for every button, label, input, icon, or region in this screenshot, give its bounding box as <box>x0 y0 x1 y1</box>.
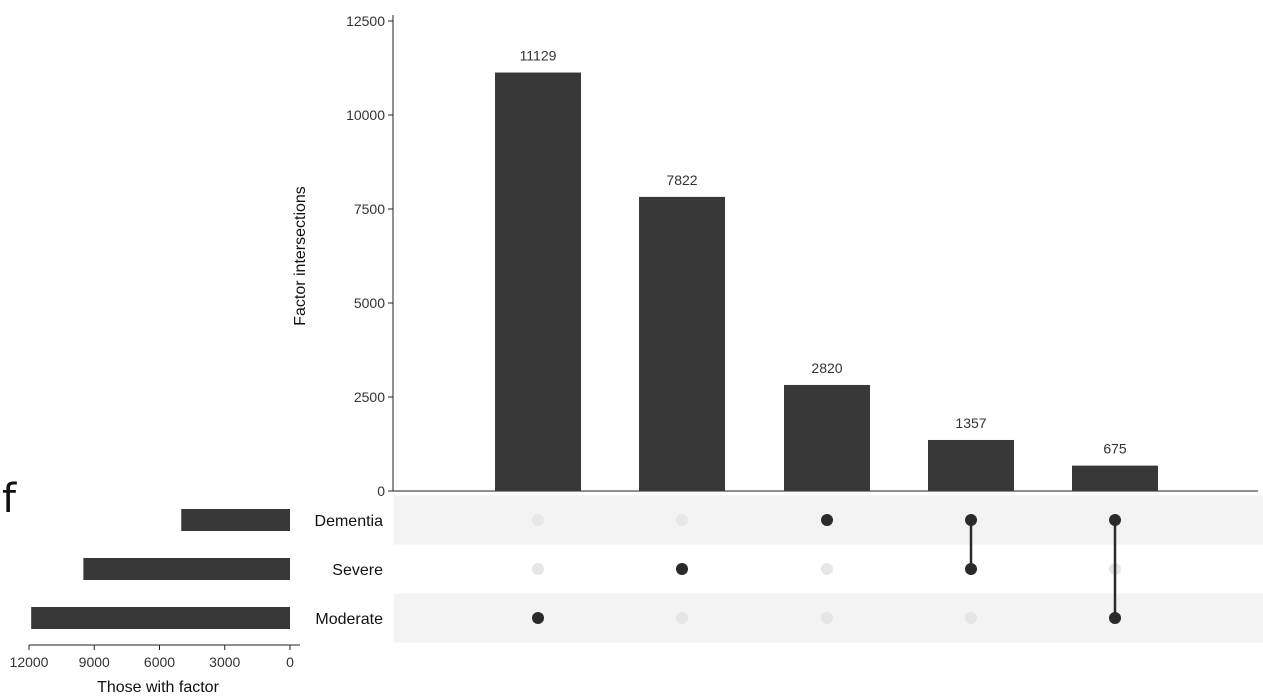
bar-value-label: 1357 <box>955 415 986 431</box>
matrix-dot-inactive <box>676 612 688 624</box>
intersection-bar <box>639 196 725 491</box>
set-name-label: Dementia <box>315 513 384 530</box>
y-tick-label: 0 <box>377 483 385 499</box>
matrix-dot-active <box>1109 514 1121 526</box>
intersection-bar <box>928 439 1014 491</box>
matrix-dot-active <box>532 612 544 624</box>
y-tick-label: 5000 <box>354 295 385 311</box>
membership-matrix <box>394 495 1263 643</box>
x-tick-label: 3000 <box>209 654 240 670</box>
matrix-dot-inactive <box>532 563 544 575</box>
y-tick-label: 7500 <box>354 201 385 217</box>
set-size-bar <box>83 558 290 580</box>
x-tick-label: 6000 <box>144 654 175 670</box>
matrix-dot-inactive <box>965 612 977 624</box>
x-tick-label: 12000 <box>10 654 49 670</box>
matrix-dot-active <box>676 563 688 575</box>
set-size-bars: Dementia Severe Moderate 12000 9000 6000 3000 0… <box>10 509 384 696</box>
y-tick-label: 12500 <box>346 13 385 29</box>
x-tick-label: 0 <box>286 654 294 670</box>
set-size-bar <box>31 607 291 629</box>
intersection-bars: 11129 7822 2820 1357 675 <box>495 48 1158 492</box>
y-tick-label: 10000 <box>346 107 385 123</box>
intersection-bar <box>1072 465 1158 491</box>
x-tick-label: 9000 <box>79 654 110 670</box>
matrix-dot-active <box>821 514 833 526</box>
bar-value-label: 11129 <box>520 48 557 64</box>
intersection-bar <box>784 384 870 491</box>
matrix-dot-active <box>965 514 977 526</box>
intersection-y-axis: 0 2500 5000 7500 10000 12500 Factor intersecti… <box>292 13 1258 499</box>
panel-label: f <box>2 476 17 522</box>
y-axis-title: Factor intersections <box>292 186 309 326</box>
matrix-dot-inactive <box>532 514 544 526</box>
bar-value-label: 7822 <box>666 172 697 188</box>
bar-value-label: 675 <box>1103 441 1127 457</box>
matrix-dot-active <box>965 563 977 575</box>
bar-value-label: 2820 <box>811 360 842 376</box>
y-tick-label: 2500 <box>354 389 385 405</box>
set-size-bar <box>181 509 290 531</box>
x-axis-title: Those with factor <box>97 679 220 696</box>
set-name-label: Moderate <box>315 611 383 628</box>
matrix-dot-active <box>1109 612 1121 624</box>
intersection-bar <box>495 72 581 492</box>
matrix-dot-inactive <box>821 563 833 575</box>
matrix-dot-inactive <box>821 612 833 624</box>
matrix-dot-inactive <box>676 514 688 526</box>
set-name-label: Severe <box>332 562 383 579</box>
